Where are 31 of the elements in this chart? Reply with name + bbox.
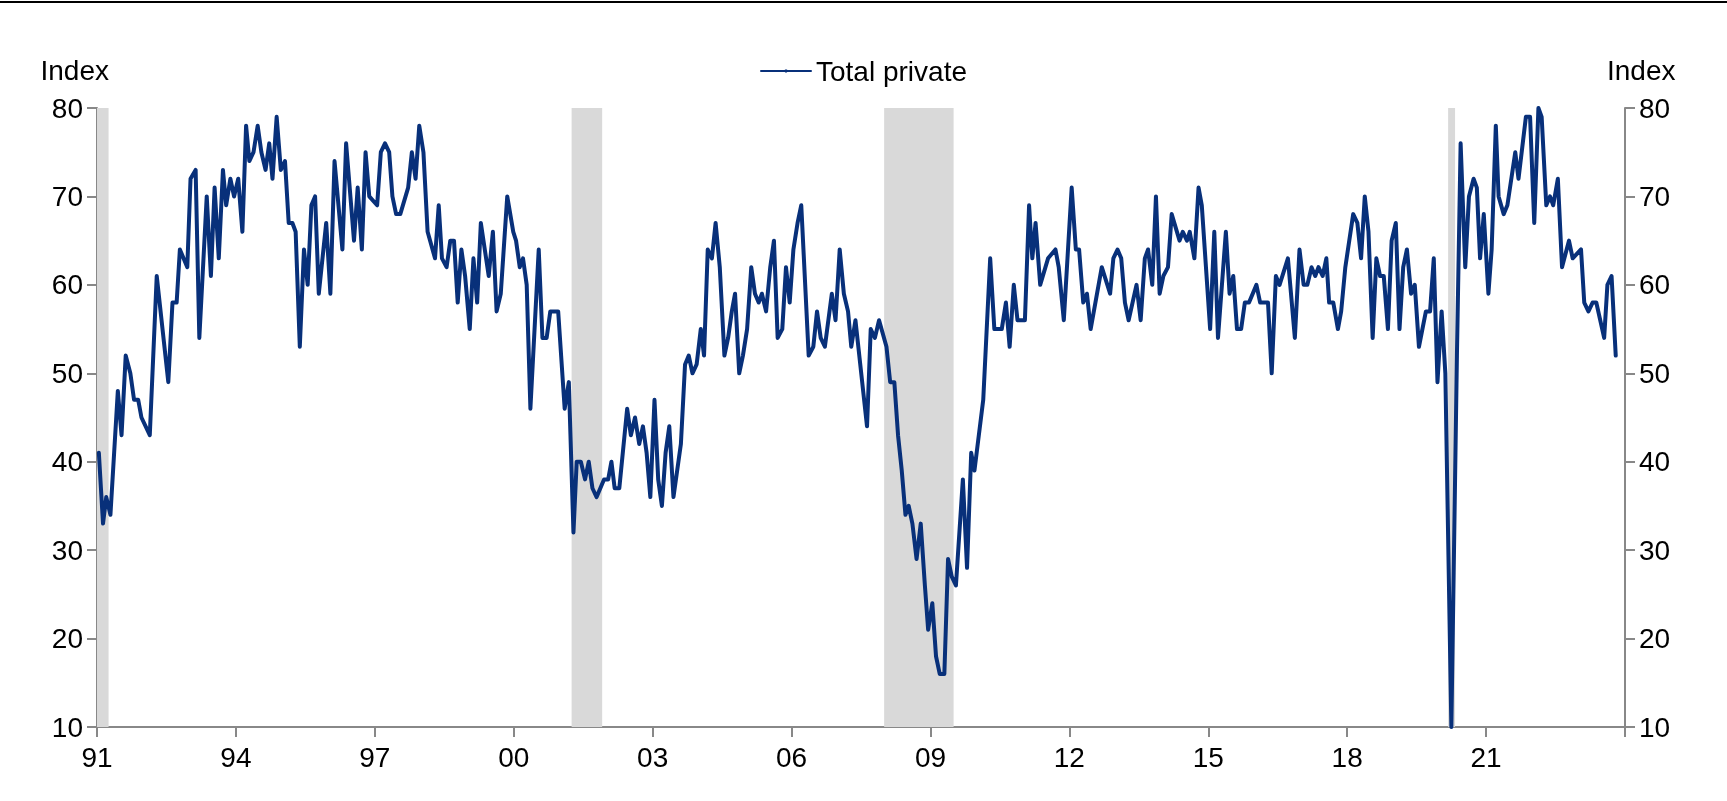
y2-tick-label: 10: [1639, 711, 1671, 743]
y2-tick-label: 80: [1639, 92, 1671, 124]
y2-tick-label: 60: [1639, 269, 1671, 301]
y2-tick-label: 40: [1639, 446, 1671, 478]
y2-tick-label: 50: [1639, 357, 1671, 389]
legend-label: Total private: [816, 55, 967, 87]
y2-axis-title: Index: [1607, 54, 1676, 86]
y2-tick-label: 30: [1639, 534, 1671, 566]
x-tick-label: 94: [220, 741, 252, 773]
x-tick-label: 91: [81, 741, 113, 773]
y2-tick-label: 70: [1639, 180, 1671, 212]
x-tick-label: 09: [914, 741, 947, 773]
x-tick-label: 06: [775, 741, 808, 773]
x-tick-label: 97: [359, 741, 391, 773]
y-tick-label: 40: [51, 446, 83, 478]
y-tick-label: 80: [51, 92, 83, 124]
y-tick-label: 20: [51, 623, 83, 655]
y-tick-label: 30: [51, 534, 83, 566]
y-tick-label: 50: [51, 357, 83, 389]
x-tick-label: 12: [1053, 741, 1085, 773]
x-tick-label: 03: [637, 741, 669, 773]
y2-tick-label: 20: [1639, 623, 1671, 655]
y-axis-title: Index: [40, 54, 109, 86]
x-tick-label: 00: [498, 741, 530, 773]
y-tick-label: 60: [51, 269, 83, 301]
y-tick-label: 10: [51, 711, 83, 743]
x-tick-label: 18: [1331, 741, 1363, 773]
x-tick-label: 15: [1192, 741, 1224, 773]
x-tick-label: 21: [1470, 741, 1502, 773]
y-tick-label: 70: [51, 180, 83, 212]
line-series: [96, 106, 1618, 729]
